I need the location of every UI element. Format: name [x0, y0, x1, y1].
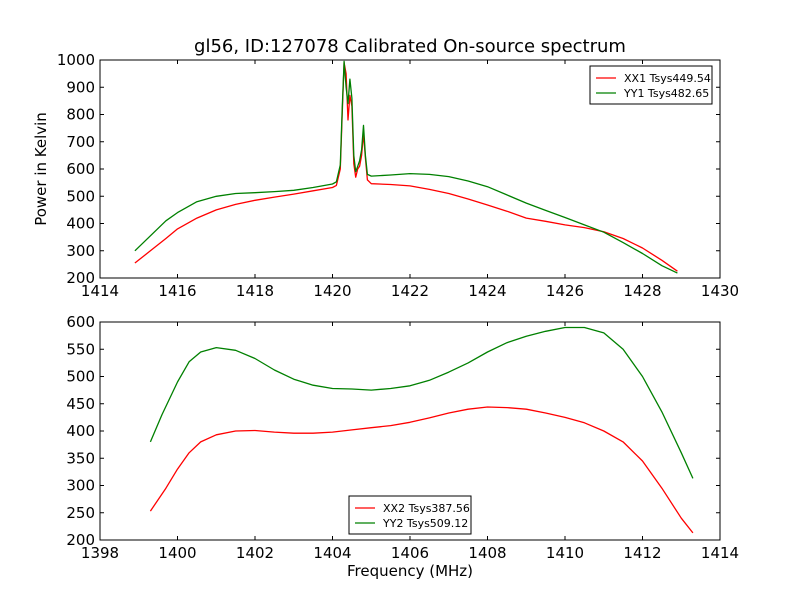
- y-tick-label: 350: [66, 449, 95, 467]
- y-tick-label: 300: [66, 242, 95, 260]
- x-tick-label: 1414: [701, 544, 739, 562]
- x-tick-label: 1398: [81, 544, 119, 562]
- legend-label: YY2 Tsys509.12: [382, 517, 468, 530]
- legend-label: XX1 Tsys449.54: [624, 72, 711, 85]
- x-tick-label: 1426: [546, 282, 584, 300]
- x-tick-label: 1414: [81, 282, 119, 300]
- y-tick-label: 600: [66, 313, 95, 331]
- x-tick-label: 1408: [468, 544, 506, 562]
- y-tick-label: 400: [66, 215, 95, 233]
- y-tick-label: 800: [66, 106, 95, 124]
- legend-box: [589, 65, 713, 105]
- x-tick-label: 1402: [236, 544, 274, 562]
- x-tick-label: 1430: [701, 282, 739, 300]
- y-tick-label: 500: [66, 368, 95, 386]
- x-tick-label: 1428: [623, 282, 661, 300]
- x-tick-label: 1412: [623, 544, 661, 562]
- y-tick-label: 500: [66, 187, 95, 205]
- series-line-yy1: [134, 60, 678, 274]
- y-tick-label: 600: [66, 160, 95, 178]
- y-tick-label: 250: [66, 504, 95, 522]
- legend-box: [348, 495, 472, 535]
- chart-title: gl56, ID:127078 Calibrated On-source spe…: [194, 36, 626, 57]
- y-tick-label: 900: [66, 78, 95, 96]
- x-tick-label: 1406: [391, 544, 429, 562]
- y-tick-label: 300: [66, 477, 95, 495]
- x-tick-label: 1424: [468, 282, 506, 300]
- y-tick-label: 200: [66, 531, 95, 549]
- y-tick-label: 400: [66, 422, 95, 440]
- y-tick-label: 200: [66, 269, 95, 287]
- x-tick-label: 1400: [158, 544, 196, 562]
- legend-label: XX2 Tsys387.56: [383, 502, 470, 515]
- x-tick-label: 1418: [236, 282, 274, 300]
- x-tick-label: 1404: [313, 544, 351, 562]
- top-plot: 1414 1416 1418 1420 1422 1424 1426 1428 1430 200 3…: [57, 51, 739, 300]
- series-line-yy2: [149, 326, 694, 479]
- x-tick-label: 1410: [546, 544, 584, 562]
- legend-label: YY1 Tsys482.65: [623, 87, 709, 100]
- x-tick-label: 1422: [391, 282, 429, 300]
- y-tick-label: 450: [66, 395, 95, 413]
- y-axis-label: Power in Kelvin: [32, 112, 50, 226]
- y-tick-label: 700: [66, 133, 95, 151]
- series-line-xx2: [149, 406, 694, 534]
- legend: XX1 Tsys449.54 YY1 Tsys482.65: [589, 65, 713, 105]
- x-tick-label: 1420: [313, 282, 351, 300]
- y-tick-label: 1000: [57, 51, 95, 69]
- x-axis-label: Frequency (MHz): [347, 562, 473, 580]
- series-line-xx1: [134, 62, 678, 272]
- x-tick-label: 1416: [158, 282, 196, 300]
- bottom-plot: 1398 1400 1402 1404 1406 1408 1410 1412 1414 200 2…: [66, 313, 739, 562]
- legend: XX2 Tsys387.56 YY2 Tsys509.12: [348, 495, 472, 535]
- y-tick-label: 550: [66, 340, 95, 358]
